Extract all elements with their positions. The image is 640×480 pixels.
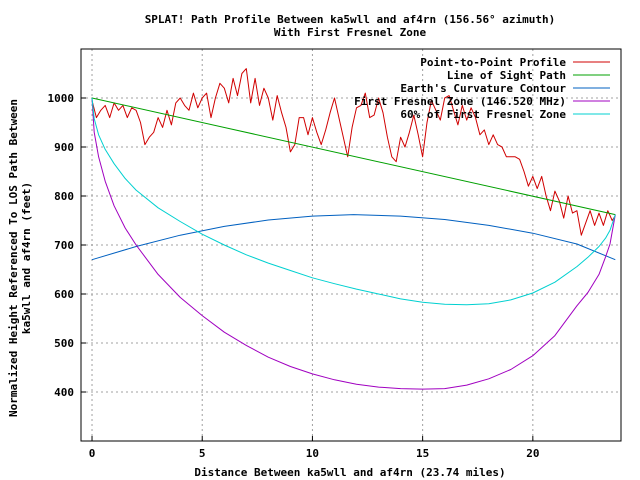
x-tick-label: 5 <box>199 447 206 460</box>
axis-ticks: 0 5 10 15 20 400 500 600 700 800 900 1000 <box>48 92 540 460</box>
x-axis-label: Distance Between ka5wll and af4rn (23.74… <box>194 466 505 479</box>
y-tick-label: 600 <box>54 288 74 301</box>
series-line-2 <box>91 214 616 261</box>
legend-label-1: Line of Sight Path <box>447 69 566 82</box>
x-tick-label: 10 <box>306 447 319 460</box>
legend-label-3: First Fresnel Zone (146.520 MHz) <box>354 95 566 108</box>
y-tick-label: 800 <box>54 190 74 203</box>
series-line-0 <box>91 68 616 236</box>
y-tick-label: 900 <box>54 141 74 154</box>
chart-subtitle: With First Fresnel Zone <box>274 26 427 39</box>
series-line-1 <box>91 97 616 216</box>
y-tick-label: 1000 <box>48 92 75 105</box>
y-tick-label: 400 <box>54 386 74 399</box>
x-tick-label: 20 <box>526 447 539 460</box>
legend-label-2: Earth's Curvature Contour <box>400 82 566 95</box>
y-tick-label: 700 <box>54 239 74 252</box>
y-tick-label: 500 <box>54 337 74 350</box>
series-line-4 <box>91 97 616 306</box>
x-tick-label: 0 <box>89 447 96 460</box>
legend-label-4: 60% of First Fresnel Zone <box>400 108 566 121</box>
x-tick-label: 15 <box>416 447 429 460</box>
plot-frame <box>80 48 622 442</box>
series-lines <box>91 68 616 390</box>
y-axis-label-line-2: ka5wll and af4rn (feet) <box>20 182 33 334</box>
chart-title: SPLAT! Path Profile Between ka5wll and a… <box>145 13 556 26</box>
series-line-3 <box>91 97 616 390</box>
y-axis-label-line-1: Normalized Height Referenced To LOS Path… <box>7 99 20 417</box>
legend-label-0: Point-to-Point Profile <box>420 56 566 69</box>
